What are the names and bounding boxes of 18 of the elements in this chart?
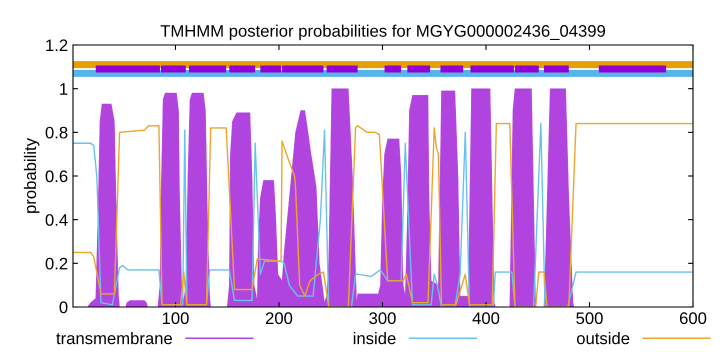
- y-tick-label: 0.6: [46, 170, 68, 182]
- x-tick-label: 200: [266, 312, 292, 324]
- x-tick-label: 600: [680, 312, 706, 324]
- x-tick-label: 300: [369, 312, 396, 324]
- legend-label: transmembrane: [56, 332, 172, 344]
- y-tick-label: 0.2: [46, 258, 68, 270]
- legend-label: inside: [354, 332, 396, 344]
- y-tick-label: 0.4: [46, 214, 68, 226]
- y-axis-title: probability: [24, 138, 40, 213]
- y-tick-label: 1: [60, 83, 68, 95]
- y-tick-label: 0: [60, 301, 68, 314]
- x-tick-label: 500: [576, 312, 603, 324]
- y-tick-label: 0.8: [46, 126, 68, 139]
- legend-label: outside: [576, 332, 630, 344]
- x-tick-label: 100: [162, 312, 189, 324]
- chart-title: TMHMM posterior probabilities for MGYG000002436_04399: [160, 24, 606, 40]
- y-tick-label: 1.2: [46, 39, 68, 52]
- x-tick-label: 400: [472, 312, 500, 324]
